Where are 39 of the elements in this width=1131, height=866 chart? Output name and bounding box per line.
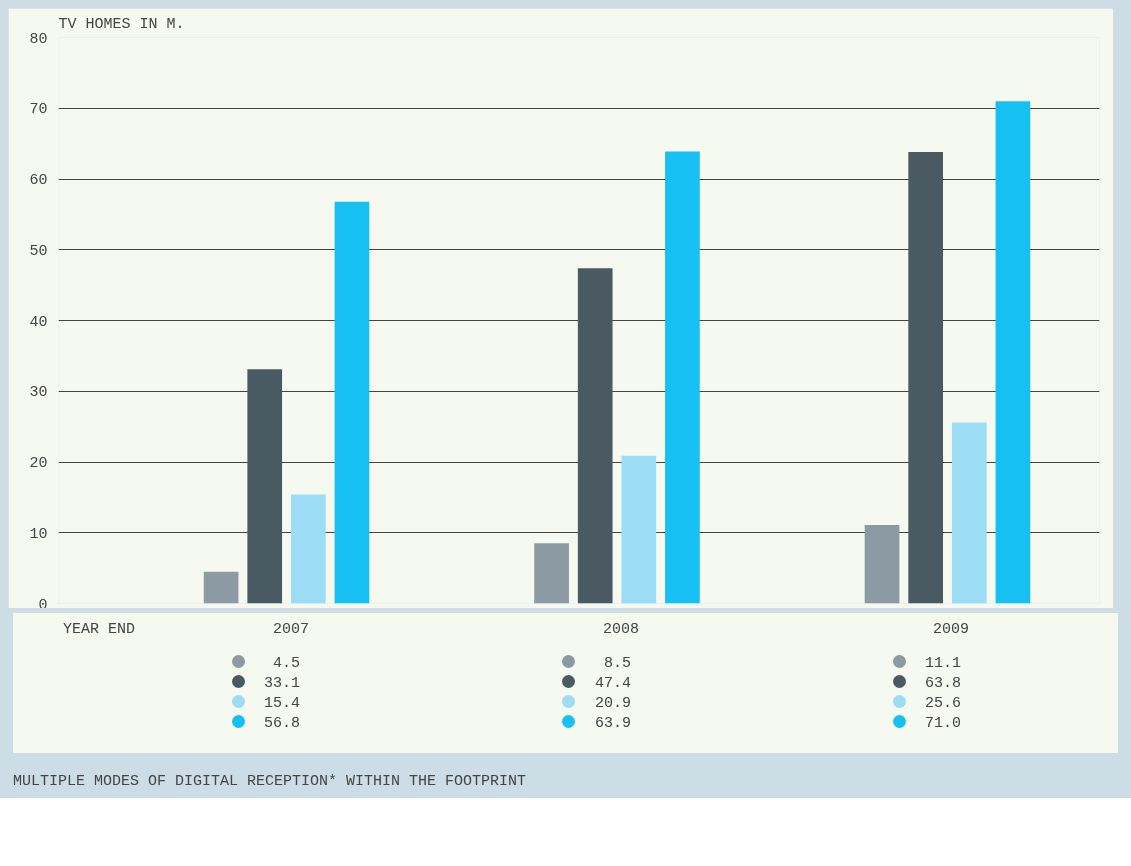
bar [864, 524, 900, 604]
x-tick-label: 2007 [272, 620, 310, 640]
data-label: 56.8 [263, 714, 300, 734]
bar [951, 422, 987, 604]
bar [203, 571, 239, 604]
data-label: 4.5 [272, 654, 300, 674]
data-label: 25.6 [924, 694, 961, 714]
data-label: 15.4 [263, 694, 300, 714]
chart-title: TV HOMES IN M. [58, 15, 185, 33]
x-tick-label: 2009 [932, 620, 970, 640]
data-label: 47.4 [594, 674, 631, 694]
bar [247, 369, 283, 604]
y-tick-label: 60 [29, 172, 48, 189]
bar [534, 543, 569, 604]
y-tick-label: 0 [38, 596, 48, 614]
bar [290, 494, 326, 604]
x-axis-title: YEAR END [63, 620, 136, 640]
y-tick-label: 40 [29, 313, 48, 331]
data-label: 71.0 [924, 714, 961, 734]
data-label: 33.1 [263, 674, 300, 694]
text: MULTIPLE MODES OF DIGITAL RECEPTION* WITHIN THE FOOTPRINT [13, 772, 527, 792]
y-tick-label: 70 [29, 101, 48, 119]
data-label: 8.5 [603, 654, 631, 674]
y-tick-label: 80 [29, 30, 48, 48]
y-tick-label: 30 [29, 384, 48, 402]
data-label: 20.9 [594, 694, 631, 714]
y-tick-label: 20 [29, 455, 48, 472]
bar [334, 201, 370, 604]
y-tick-label: 50 [29, 242, 48, 260]
x-tick-label: 2008 [602, 620, 640, 640]
bar [665, 151, 700, 604]
data-label: 63.9 [594, 714, 631, 734]
bar [908, 152, 944, 604]
bar [995, 101, 1031, 604]
data-label: 11.1 [924, 654, 961, 674]
bar [621, 455, 657, 604]
data-label: 63.8 [924, 674, 961, 694]
y-tick-label: 10 [29, 525, 48, 543]
bar [577, 268, 613, 604]
